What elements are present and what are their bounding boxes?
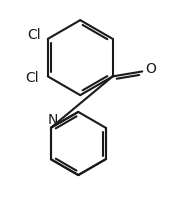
Text: O: O bbox=[146, 63, 157, 77]
Text: Cl: Cl bbox=[25, 71, 39, 85]
Text: Cl: Cl bbox=[27, 28, 41, 42]
Text: N: N bbox=[48, 113, 58, 127]
